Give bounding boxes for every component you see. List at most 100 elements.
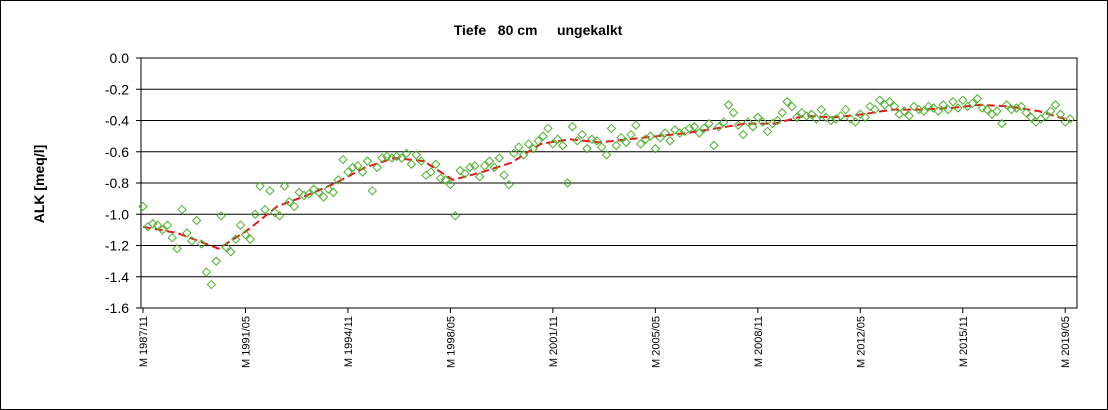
data-point [777, 107, 787, 118]
data-point [909, 101, 919, 112]
data-point [557, 140, 568, 151]
data-point [318, 192, 329, 202]
x-axis-ticks: M 1987/11 M 1991/05 M 1994/11 M 1998/05 M 20… [138, 308, 1072, 368]
data-point [753, 112, 763, 123]
data-point [977, 103, 987, 113]
data-point [840, 104, 851, 115]
data-point [255, 181, 265, 191]
data-point [265, 186, 275, 196]
data-point [304, 189, 314, 199]
data-point [1050, 100, 1061, 110]
trend-line-path [142, 103, 1071, 250]
data-point [474, 172, 485, 182]
data-point [182, 228, 192, 238]
x-tick-label: M 2008/11 [753, 316, 765, 367]
data-point [714, 122, 724, 132]
data-point [757, 117, 768, 127]
data-point [870, 104, 880, 115]
data-point [1021, 107, 1031, 118]
data-point [260, 204, 270, 215]
y-tick-label: -0.8 [105, 175, 129, 191]
data-point [289, 201, 299, 212]
data-point [196, 239, 207, 249]
x-tick-label: M 1987/11 [138, 316, 150, 367]
data-point [518, 150, 529, 160]
data-point [811, 114, 822, 124]
data-point [914, 104, 924, 115]
data-point [138, 201, 148, 212]
data-point [772, 115, 783, 126]
data-point [406, 159, 417, 169]
data-point [801, 111, 812, 121]
data-point [938, 100, 948, 110]
data-point [250, 209, 260, 219]
data-point [718, 117, 729, 127]
data-point [660, 128, 670, 138]
data-point [231, 234, 241, 244]
data-point [377, 153, 387, 163]
data-point [953, 103, 963, 113]
data-point [699, 123, 709, 134]
data-point [382, 151, 392, 162]
data-point [216, 211, 226, 221]
data-point [538, 131, 548, 141]
data-point [645, 131, 656, 141]
data-point [675, 128, 685, 138]
data-point [514, 142, 524, 152]
data-point [1026, 112, 1036, 123]
data-point [1055, 109, 1066, 119]
data-point [601, 150, 612, 160]
data-point [465, 162, 475, 173]
data-point [284, 197, 295, 207]
data-point [694, 128, 704, 138]
data-point [865, 101, 875, 112]
data-point [723, 100, 734, 110]
data-point [1011, 103, 1022, 113]
data-point [636, 139, 646, 149]
data-point [562, 178, 573, 188]
data-point [787, 101, 797, 112]
data-point [860, 112, 870, 123]
data-point [684, 123, 695, 134]
data-point [1041, 111, 1051, 121]
data-point [352, 161, 363, 171]
data-point [177, 204, 187, 215]
data-point [440, 175, 451, 185]
data-point [850, 117, 861, 127]
x-tick-label: M 2015/11 [958, 316, 970, 367]
data-point [152, 220, 163, 230]
x-tick-label: M 1991/05 [240, 316, 252, 368]
y-tick-label: -1.6 [105, 300, 129, 316]
data-point [445, 179, 456, 190]
data-point [392, 151, 402, 162]
data-point [362, 156, 373, 166]
data-point [294, 187, 304, 198]
data-point [889, 101, 900, 112]
x-tick-label: M 2005/05 [650, 316, 662, 368]
data-point [923, 101, 934, 112]
y-tick-label: -1.2 [105, 238, 129, 254]
data-point [606, 123, 617, 134]
data-point [650, 143, 661, 154]
data-point [621, 137, 631, 148]
data-point [875, 95, 885, 105]
data-point [401, 148, 412, 159]
data-point [148, 218, 158, 229]
data-point [855, 109, 866, 119]
data-point [211, 256, 221, 266]
x-tick-label: M 2001/11 [548, 316, 560, 367]
data-point [567, 122, 578, 132]
data-point [328, 187, 339, 198]
data-point [411, 150, 421, 160]
data-point [206, 279, 217, 290]
data-point [396, 153, 407, 163]
y-axis-ticks: 0.0 -0.2 -0.4 -0.6 -0.8 -1.0 -1.2 -1.4 -1.6 [105, 50, 141, 316]
y-tick-label: -1.4 [105, 269, 129, 285]
data-point [450, 211, 461, 221]
data-point [367, 186, 378, 196]
x-tick-label: M 2012/05 [855, 316, 867, 368]
data-point [665, 136, 675, 146]
data-point [499, 170, 509, 180]
data-point [733, 120, 744, 130]
